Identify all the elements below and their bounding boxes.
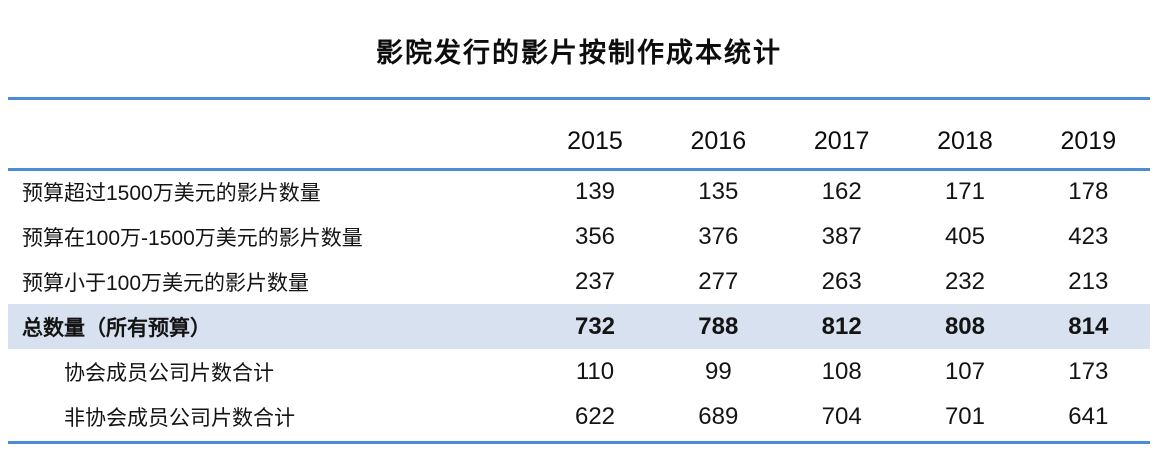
value-cell: 107 [944, 357, 985, 385]
value-cell: 356 [574, 222, 616, 250]
value-cell: 135 [698, 178, 739, 206]
table-header-row: 2015 2016 2017 2018 2019 [8, 100, 1150, 171]
value-cell: 178 [1068, 178, 1109, 206]
value-cell: 405 [944, 222, 985, 250]
value-cell: 812 [821, 312, 862, 340]
value-cell: 423 [1068, 222, 1109, 250]
row-label: 预算在100万-1500万美元的影片数量 [22, 226, 363, 250]
header-year-2016: 2016 [656, 100, 780, 171]
value-cell: 689 [698, 402, 739, 430]
header-year-2019: 2019 [1026, 100, 1150, 171]
header-year-2017: 2017 [779, 100, 904, 171]
value-cell: 387 [821, 222, 862, 250]
row-label: 协会成员公司片数合计 [64, 361, 274, 385]
page-title: 影院发行的影片按制作成本统计 [376, 38, 782, 68]
value-cell: 110 [575, 357, 615, 385]
header-blank-cell [8, 100, 534, 171]
table-row: 预算超过1500万美元的影片数量 139 135 162 171 178 [8, 169, 1150, 214]
value-cell: 108 [821, 357, 862, 385]
film-cost-table: 2015 2016 2017 2018 2019 预算超过1500万美元的影片数… [8, 100, 1150, 439]
value-cell: 701 [944, 402, 985, 430]
value-cell: 139 [574, 178, 616, 206]
row-label: 总数量（所有预算） [22, 316, 211, 340]
table-row: 预算在100万-1500万美元的影片数量 356 376 387 405 423 [8, 214, 1150, 259]
total-row: 总数量（所有预算） 732 788 812 808 814 [8, 304, 1150, 349]
header-year-2015: 2015 [533, 100, 657, 171]
row-label: 预算小于100万美元的影片数量 [22, 271, 310, 295]
value-cell: 788 [698, 312, 739, 340]
title-divider [8, 97, 1150, 100]
value-cell: 232 [944, 267, 985, 295]
bottom-divider [8, 441, 1150, 444]
value-cell: 173 [1068, 357, 1109, 385]
table-row: 协会成员公司片数合计 110 99 108 107 173 [8, 349, 1150, 394]
value-cell: 814 [1068, 312, 1109, 340]
row-label: 非协会成员公司片数合计 [64, 406, 295, 430]
table-row: 非协会成员公司片数合计 622 689 704 701 641 [8, 394, 1150, 439]
value-cell: 808 [944, 312, 985, 340]
value-cell: 237 [574, 267, 616, 295]
value-cell: 376 [698, 222, 739, 250]
value-cell: 263 [821, 267, 862, 295]
value-cell: 277 [698, 267, 739, 295]
value-cell: 99 [704, 357, 732, 385]
row-label: 预算超过1500万美元的影片数量 [22, 182, 321, 206]
value-cell: 213 [1068, 267, 1109, 295]
value-cell: 171 [944, 178, 985, 206]
table-row: 预算小于100万美元的影片数量 237 277 263 232 213 [8, 259, 1150, 304]
value-cell: 704 [821, 402, 862, 430]
header-year-2018: 2018 [903, 100, 1027, 171]
value-cell: 732 [574, 312, 616, 340]
value-cell: 622 [574, 402, 616, 430]
value-cell: 641 [1068, 402, 1109, 430]
value-cell: 162 [821, 178, 862, 206]
